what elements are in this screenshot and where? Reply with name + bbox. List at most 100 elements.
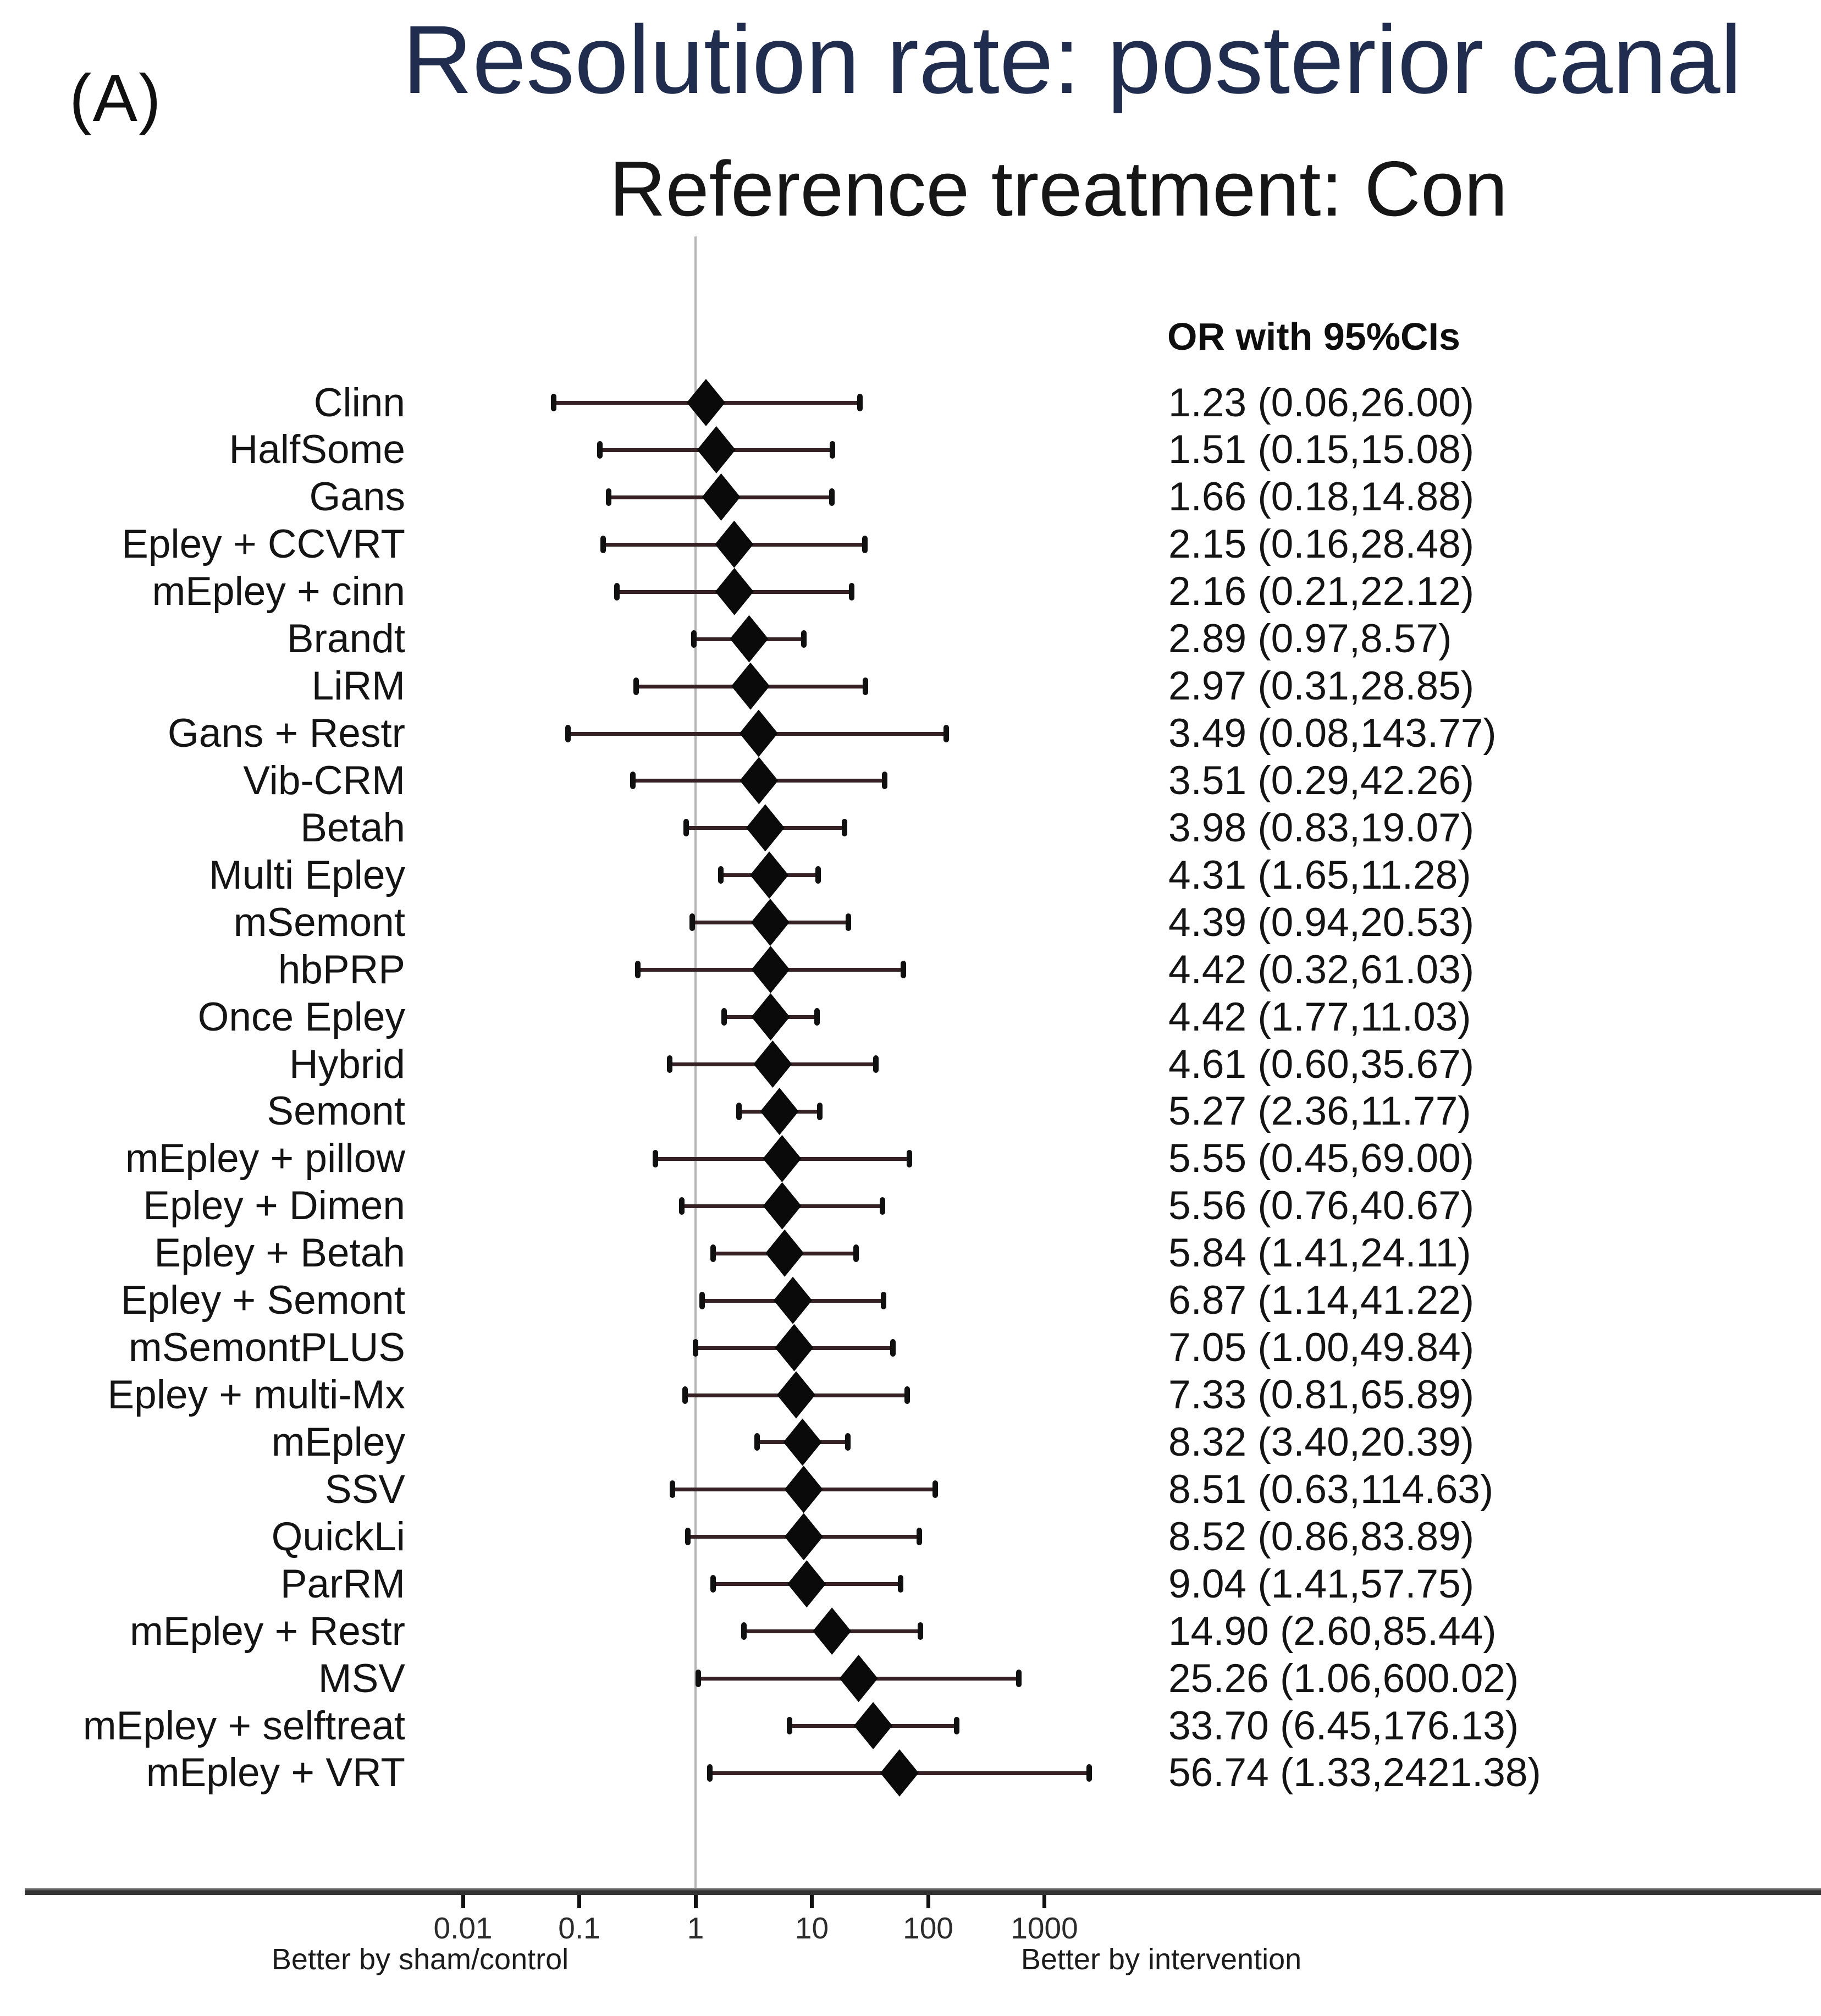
x-axis-tick-label: 1 [687, 1911, 704, 1945]
forest-row: Once Epley 4.42 (1.77,11.03) [0, 993, 1821, 1041]
ci-cap-right [880, 1197, 886, 1215]
ci-cap-left [741, 1622, 747, 1640]
or-diamond-marker [715, 520, 754, 568]
x-axis-tick [693, 1895, 698, 1908]
forest-row: Brandt 2.89 (0.97,8.57) [0, 615, 1821, 663]
ci-cap-left [754, 1433, 760, 1451]
ci-cap-left [678, 1197, 685, 1215]
ci-cap-left [710, 1244, 716, 1262]
ci-cap-left [787, 1717, 793, 1735]
ci-cap-left [707, 1764, 713, 1782]
ci-cap-right [801, 630, 807, 648]
treatment-label: Epley + Dimen [143, 1183, 405, 1229]
ci-cap-left [606, 488, 612, 506]
ci-cap-right [853, 1244, 859, 1262]
page-title: Resolution rate: posterior canal [402, 6, 1742, 114]
ci-cap-left [710, 1575, 716, 1593]
axis-caption-left: Better by sham/control [271, 1943, 569, 1976]
ci-cap-right [890, 1339, 896, 1357]
or-value: 33.70 (6.45,176.13) [1168, 1703, 1519, 1748]
ci-cap-right [1016, 1670, 1022, 1688]
forest-row: mEpley + Restr 14.90 (2.60,85.44) [0, 1607, 1821, 1655]
ci-cap-right [862, 677, 868, 695]
or-value: 5.27 (2.36,11.77) [1168, 1089, 1471, 1134]
x-axis-tick-label: 0.1 [558, 1911, 600, 1945]
or-value: 4.42 (1.77,11.03) [1168, 994, 1471, 1039]
x-axis-tick [577, 1895, 581, 1908]
or-column-header: OR with 95%CIs [1167, 315, 1460, 358]
forest-row: mSemont 4.39 (0.94,20.53) [0, 899, 1821, 946]
reference-line [694, 236, 697, 1888]
forest-row: Betah 3.98 (0.83,19.07) [0, 804, 1821, 852]
x-axis-tick-label: 100 [903, 1911, 953, 1945]
treatment-label: Brandt [286, 616, 405, 662]
or-diamond-marker [854, 1702, 893, 1750]
or-diamond-marker [697, 426, 736, 473]
or-value: 5.56 (0.76,40.67) [1168, 1183, 1475, 1229]
treatment-label: mEpley + VRT [146, 1750, 405, 1795]
ci-cap-left [614, 582, 620, 601]
or-value: 4.42 (0.32,61.03) [1168, 947, 1475, 992]
ci-cap-right [845, 913, 851, 932]
or-diamond-marker [687, 379, 725, 426]
or-value: 3.49 (0.08,143.77) [1168, 711, 1497, 756]
treatment-label: Gans + Restr [167, 711, 405, 756]
or-diamond-marker [763, 1134, 802, 1182]
ci-cap-right [873, 1055, 879, 1073]
or-value: 4.39 (0.94,20.53) [1168, 900, 1475, 945]
panel-label: (A) [69, 60, 162, 135]
or-diamond-marker [746, 804, 785, 852]
x-axis-line [25, 1888, 1821, 1895]
forest-row: mEpley + selftreat 33.70 (6.45,176.13) [0, 1702, 1821, 1750]
or-value: 2.97 (0.31,28.85) [1168, 664, 1475, 709]
or-diamond-marker [880, 1749, 919, 1797]
forest-row: LiRM 2.97 (0.31,28.85) [0, 662, 1821, 710]
ci-cap-right [917, 1622, 923, 1640]
ci-cap-right [1086, 1764, 1092, 1782]
or-diamond-marker [774, 1276, 813, 1324]
or-diamond-marker [784, 1466, 823, 1513]
ci-cap-right [881, 772, 887, 790]
or-diamond-marker [776, 1371, 815, 1419]
or-value: 5.84 (1.41,24.11) [1168, 1231, 1471, 1276]
ci-cap-left [565, 724, 571, 742]
chart-subtitle: Reference treatment: Con [609, 145, 1508, 233]
or-value: 56.74 (1.33,2421.38) [1168, 1750, 1541, 1795]
or-diamond-marker [750, 851, 789, 899]
ci-cap-right [857, 394, 863, 411]
or-diamond-marker [753, 1040, 792, 1088]
x-axis-tick [810, 1895, 814, 1908]
treatment-label: mEpley + selftreat [82, 1703, 405, 1748]
forest-row: Epley + multi-Mx 7.33 (0.81,65.89) [0, 1371, 1821, 1419]
ci-cap-right [841, 819, 847, 837]
or-value: 8.52 (0.86,83.89) [1168, 1514, 1475, 1559]
or-value: 1.51 (0.15,15.08) [1168, 427, 1475, 472]
or-diamond-marker [765, 1229, 804, 1277]
ci-cap-right [814, 1008, 820, 1026]
forest-row: mEpley + VRT 56.74 (1.33,2421.38) [0, 1749, 1821, 1797]
ci-cap-right [906, 1149, 912, 1167]
treatment-label: Epley + Semont [120, 1278, 405, 1323]
forest-row: Semont 5.27 (2.36,11.77) [0, 1087, 1821, 1135]
forest-row: Vib-CRM 3.51 (0.29,42.26) [0, 757, 1821, 805]
treatment-label: Vib-CRM [243, 758, 405, 803]
ci-cap-left [652, 1149, 658, 1167]
or-value: 6.87 (1.14,41.22) [1168, 1278, 1475, 1323]
or-diamond-marker [751, 993, 790, 1041]
treatment-label: SSV [324, 1467, 405, 1512]
or-diamond-marker [731, 662, 770, 710]
ci-cap-left [597, 440, 603, 459]
forest-row: mEpley + pillow 5.55 (0.45,69.00) [0, 1134, 1821, 1182]
treatment-label: mSemontPLUS [128, 1325, 405, 1370]
treatment-label: mEpley + Restr [129, 1609, 405, 1654]
x-axis-tick-label: 1000 [1011, 1911, 1078, 1945]
forest-row: Epley + Semont 6.87 (1.14,41.22) [0, 1276, 1821, 1324]
or-diamond-marker [740, 757, 779, 805]
forest-row: Gans 1.66 (0.18,14.88) [0, 473, 1821, 521]
treatment-label: mEpley + cinn [152, 569, 405, 614]
forest-row: Multi Epley 4.31 (1.65,11.28) [0, 851, 1821, 899]
or-value: 3.98 (0.83,19.07) [1168, 805, 1475, 850]
treatment-label: Multi Epley [208, 852, 405, 897]
ci-cap-left [633, 677, 639, 695]
